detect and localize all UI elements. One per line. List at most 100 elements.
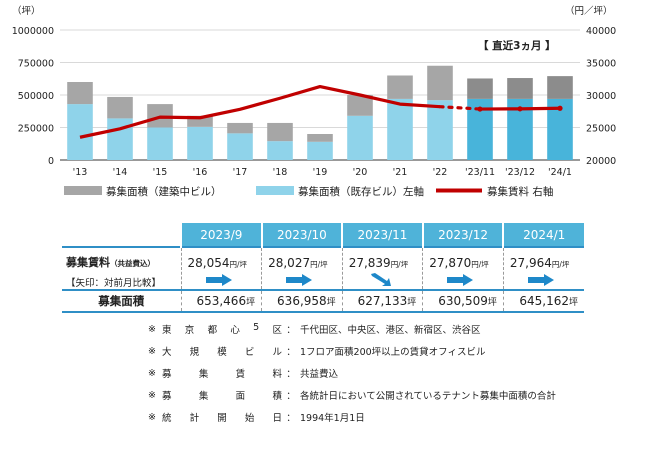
rent-row: 募集賃料（共益費込） 【矢印：対前月比較】 28,054円/坪 28,027円/… [62, 246, 584, 290]
rent-label-main: 募集賃料 [66, 256, 110, 269]
bar-existing [347, 115, 373, 160]
footnote-label-char: 東 [162, 325, 172, 336]
footnote-colon: ： [286, 369, 296, 380]
bar-existing [307, 141, 333, 160]
footnote-label-char: 募 [162, 391, 172, 402]
trend-arrow-icon [370, 273, 391, 286]
bar-construction [507, 78, 533, 99]
area-value: 627,133 [357, 294, 408, 308]
footnote-colon: ： [286, 391, 296, 402]
left-axis-tick-label: 250000 [18, 124, 54, 135]
area-value: 630,509 [438, 294, 488, 308]
rent-cell: 28,027円/坪 [261, 246, 343, 290]
rent-label-sub: （共益費込） [110, 259, 155, 268]
area-unit: 坪 [326, 298, 336, 308]
footnote-label-char: 日 [272, 413, 282, 424]
rent-unit: 円/坪 [471, 260, 489, 269]
footnote-value: 各統計日において公開されているテナント募集中面積の合計 [300, 391, 556, 402]
x-axis-tick-label: '22 [433, 167, 448, 178]
left-axis-tick-label: 500000 [18, 91, 54, 102]
footnote-label: 募集賃料 [162, 366, 282, 380]
rent-unit: 円/坪 [310, 260, 328, 269]
bar-construction [547, 76, 573, 99]
rent-value: 28,054 [187, 256, 230, 270]
footnote-label-char: 集 [198, 369, 209, 380]
footnote-mark: ※ [148, 323, 156, 335]
area-unit: 坪 [246, 298, 256, 308]
trend-arrow-icon [447, 274, 474, 286]
footnote-label-char: 賃 [235, 369, 246, 380]
x-axis-tick-label: '23/11 [465, 167, 495, 178]
x-axis-tick-label: '24/1 [548, 167, 572, 178]
footnote-label-char: 始 [244, 413, 255, 424]
area-value: 636,958 [277, 294, 327, 308]
bar-existing [147, 127, 173, 160]
footnote-label-char: 区 [272, 325, 282, 336]
legend-swatch-existing [256, 186, 294, 195]
rent-cell: 27,839円/坪 [341, 246, 423, 290]
rent-value: 28,027 [268, 256, 311, 270]
area-unit: 坪 [568, 298, 578, 308]
area-value: 645,162 [519, 294, 569, 308]
right-axis-tick-label: 35000 [586, 59, 616, 70]
footnote-row: ※ 募 集 賃 料 ： 共益費込 [148, 362, 618, 384]
right-axis-tick-label: 25000 [586, 124, 616, 135]
right-axis-unit: （円／坪） [565, 5, 613, 17]
bar-existing [427, 100, 453, 160]
footnote-label-char: 集 [198, 391, 209, 402]
rent-point [477, 106, 483, 112]
footnote-mark: ※ [148, 389, 156, 401]
area-unit: 坪 [487, 298, 497, 308]
x-axis-tick-label: '23/12 [505, 167, 535, 178]
x-axis-tick-label: '13 [73, 167, 88, 178]
footnote-label-char: 計 [189, 413, 200, 424]
rent-cell: 27,870円/坪 [422, 246, 504, 290]
x-axis-tick-label: '17 [233, 167, 248, 178]
bar-construction [67, 82, 93, 105]
bar-construction [107, 96, 133, 119]
rent-row-label: 募集賃料（共益費込） 【矢印：対前月比較】 [62, 246, 181, 290]
footnote-label: 統計開始日 [162, 410, 282, 424]
legend-label-existing: 募集面積（既存ビル）左軸 [298, 185, 424, 198]
summary-header-blank [62, 223, 181, 247]
bar-construction [227, 122, 253, 134]
footnote-label-char: 模 [217, 347, 227, 358]
bar-existing [267, 141, 293, 160]
bar-construction [387, 75, 413, 99]
x-axis-tick-label: '14 [113, 167, 128, 178]
footnote-label-char: ビ [244, 347, 255, 358]
footnote-row: ※ 東 京 都 心 5 区 ： 千代田区、中央区、港区、新宿区、渋谷区 [148, 318, 618, 340]
legend: 募集面積（建築中ビル） 募集面積（既存ビル）左軸 募集賃料 右軸 [64, 185, 553, 198]
bar-construction [427, 65, 453, 101]
footnote-mark: ※ [148, 411, 156, 423]
area-cell: 653,466坪 [180, 289, 262, 313]
legend-label-rent: 募集賃料 右軸 [487, 185, 553, 198]
rent-value: 27,964 [509, 256, 552, 270]
footnote-label-char: 募 [162, 369, 172, 380]
x-axis-tick-label: '15 [153, 167, 168, 178]
summary-table: 2023/9 2023/10 2023/11 2023/12 2024/1 募集… [62, 223, 584, 313]
legend-swatch-construction [64, 186, 102, 195]
footnote-mark: ※ [148, 367, 156, 379]
x-axis-tick-label: '16 [193, 167, 208, 178]
rent-unit: 円/坪 [551, 260, 570, 269]
left-axis-tick-label: 0 [48, 156, 54, 167]
footnote-label-char: 料 [272, 369, 282, 380]
summary-header-cell: 2023/9 [180, 223, 262, 247]
footnote-row: ※ 統 計 開 始 日 ： 1994年1月1日 [148, 406, 618, 428]
trend-arrow-shape [286, 274, 313, 286]
footnote-label-char: ル [272, 347, 282, 358]
area-cell: 627,133坪 [341, 289, 423, 313]
footnote-label: 募集面積 [162, 388, 282, 402]
footnote-mark: ※ [148, 345, 156, 357]
footnote-label-char: 積 [272, 391, 282, 402]
area-cell: 645,162坪 [502, 289, 584, 313]
footnote-label-char: 5 [253, 322, 260, 333]
bar-construction [267, 122, 293, 142]
x-axis-tick-label: '18 [273, 167, 288, 178]
footnote-label-char: 開 [217, 413, 227, 424]
bar-construction [187, 115, 213, 127]
x-axis-tick-label: '19 [313, 167, 328, 178]
area-row-label: 募集面積 [62, 289, 181, 313]
right-axis-tick-label: 20000 [586, 156, 616, 167]
